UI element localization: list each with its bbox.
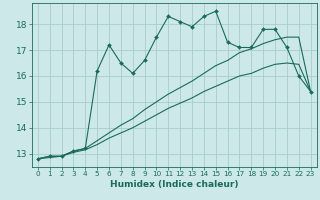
X-axis label: Humidex (Indice chaleur): Humidex (Indice chaleur) — [110, 180, 238, 189]
